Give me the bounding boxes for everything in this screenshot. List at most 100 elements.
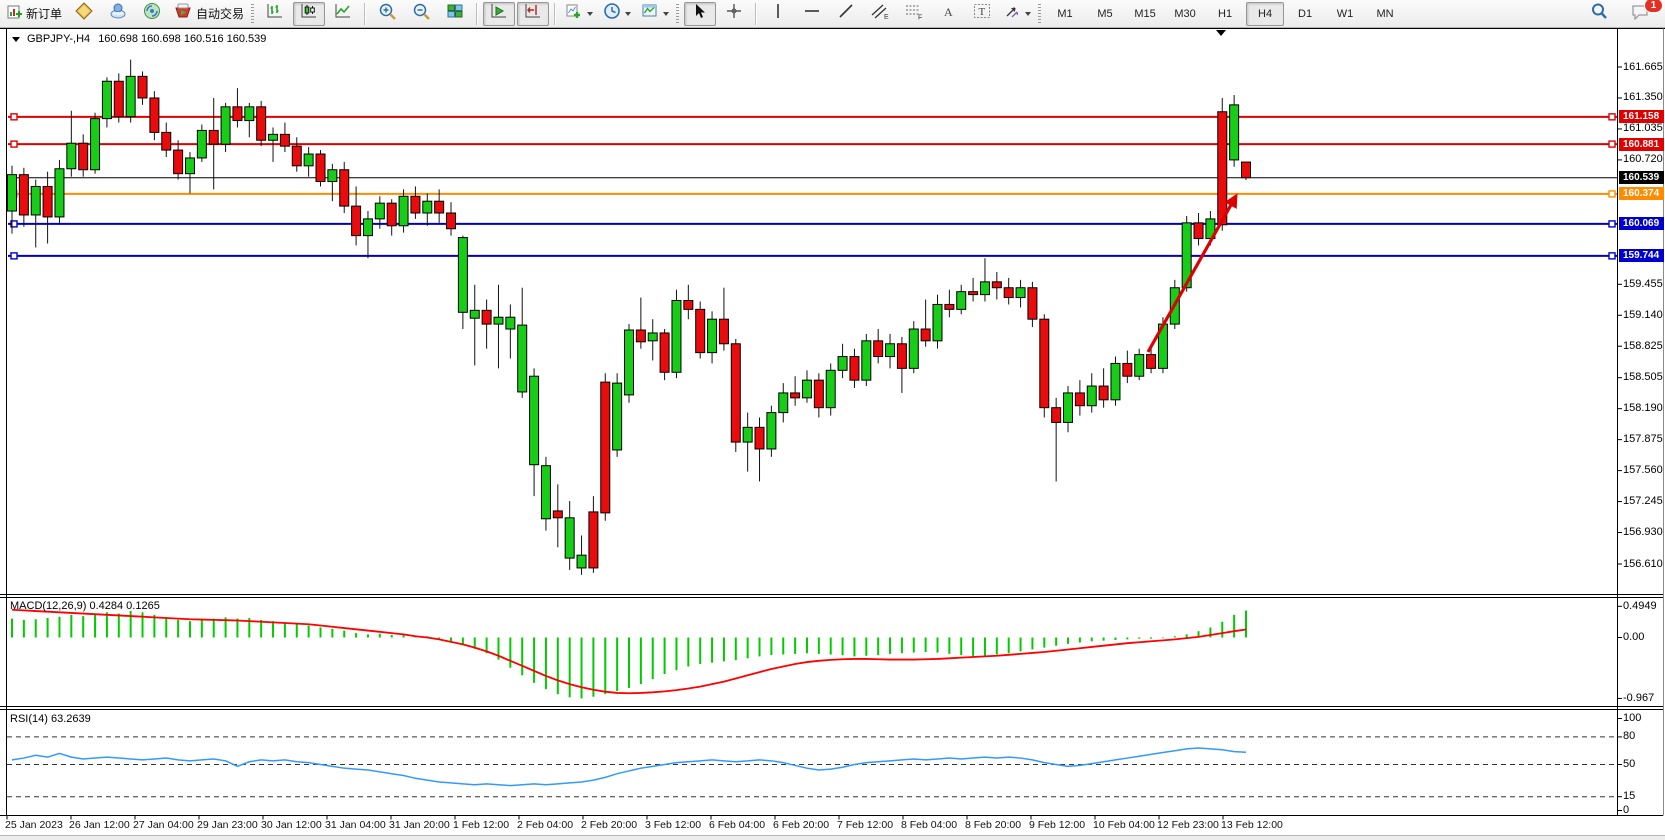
timeframe-button-H1[interactable]: H1: [1218, 7, 1233, 20]
line-anchor-handle[interactable]: [1608, 220, 1616, 228]
timeframe-button-M15[interactable]: M15: [1134, 7, 1156, 20]
line-chart-icon: [334, 2, 352, 25]
line-anchor-handle[interactable]: [10, 113, 18, 121]
candle-bear: [339, 169, 350, 207]
indicators-button[interactable]: [561, 2, 597, 26]
search-button[interactable]: [1583, 2, 1615, 26]
horizontal-line-button[interactable]: [796, 2, 828, 26]
candle-bear: [1039, 318, 1050, 409]
line-anchor-handle[interactable]: [10, 140, 18, 148]
tick-chart-button[interactable]: [68, 2, 100, 26]
time-axis-label: 7 Feb 12:00: [837, 819, 894, 831]
chart-symbol-period: GBPJPY-,H4: [27, 33, 91, 45]
candle-bear: [42, 185, 53, 218]
collapse-triangle-icon[interactable]: [12, 36, 20, 42]
price-tick-label: 161.350: [1623, 91, 1663, 104]
candle-bull: [327, 169, 338, 183]
candle-bull: [540, 465, 551, 520]
line-anchor-handle[interactable]: [10, 220, 18, 228]
candle-bear: [1146, 354, 1157, 369]
candle-bear: [232, 106, 243, 122]
chart-shift-button[interactable]: [517, 1, 550, 26]
line-anchor-handle[interactable]: [1608, 140, 1616, 148]
svg-text:T: T: [979, 6, 986, 18]
candle-bear: [149, 97, 160, 133]
zoom-out-button[interactable]: [405, 2, 437, 26]
templates-button[interactable]: [637, 2, 673, 26]
candlestick-chart-icon: [300, 2, 318, 25]
candle-bull: [861, 340, 872, 381]
depth-of-market-icon: [109, 2, 127, 25]
fibonacci-icon: F: [905, 3, 923, 25]
shapes-button[interactable]: [1000, 2, 1035, 26]
price-tick-label: 158.190: [1623, 402, 1663, 415]
line-anchor-handle[interactable]: [1608, 113, 1616, 121]
toolbar-separator: [476, 2, 479, 25]
time-axis-label: 1 Feb 12:00: [453, 819, 510, 831]
text-label-button[interactable]: T: [966, 2, 998, 26]
toolbar-grip[interactable]: [1038, 3, 1042, 24]
time-axis-label: 10 Feb 04:00: [1093, 819, 1155, 831]
trendline-button[interactable]: [830, 2, 862, 26]
auto-scroll-button[interactable]: [483, 1, 516, 26]
candle-bear: [754, 426, 765, 450]
text-label-icon: T: [973, 3, 991, 24]
toolbar-grip[interactable]: [676, 3, 680, 24]
tick-chart-icon: [75, 2, 93, 25]
timeframe-button-M5[interactable]: M5: [1097, 7, 1113, 20]
candlestick-chart-button[interactable]: [293, 1, 326, 26]
timeframe-button-D1[interactable]: D1: [1298, 7, 1313, 20]
timeframe-button-M1[interactable]: M1: [1057, 7, 1073, 20]
tile-windows-button[interactable]: [439, 2, 471, 26]
line-anchor-handle[interactable]: [1608, 190, 1616, 198]
svg-text:F: F: [918, 14, 922, 20]
candle-bull: [101, 80, 112, 120]
macd-label: MACD(12,26,9) 0.4284 0.1265: [10, 600, 160, 612]
text-button[interactable]: A: [932, 2, 964, 26]
auto-trading-label: 自动交易: [196, 7, 245, 21]
line-anchor-handle[interactable]: [1608, 252, 1616, 260]
candle-bull: [220, 106, 231, 145]
cursor-button[interactable]: [684, 1, 717, 26]
chat-button[interactable]: 1: [1624, 0, 1663, 26]
bar-chart-button[interactable]: [259, 2, 291, 26]
toolbar: 新订单 自动交易: [0, 0, 1665, 28]
periods-button[interactable]: [599, 2, 635, 26]
channel-button[interactable]: E: [864, 2, 896, 26]
trend-arrow[interactable]: [1146, 193, 1238, 353]
horizontal-level-lines[interactable]: [8, 113, 1617, 260]
candle-bear: [446, 212, 457, 230]
candle-bear: [659, 332, 670, 373]
price-tick-label: 160.720: [1623, 153, 1663, 166]
new-order-button[interactable]: 新订单: [3, 2, 66, 26]
line-chart-button[interactable]: [327, 2, 359, 26]
indicators-icon: [565, 2, 583, 25]
crosshair-button[interactable]: [718, 2, 750, 26]
fibonacci-button[interactable]: F: [898, 2, 930, 26]
zoom-in-button[interactable]: [371, 2, 403, 26]
timeframe-button-M30[interactable]: M30: [1174, 7, 1196, 20]
candle-bull: [801, 379, 812, 399]
depth-of-market-button[interactable]: [102, 2, 134, 26]
timeframe-button-W1[interactable]: W1: [1336, 7, 1354, 20]
vertical-line-button[interactable]: [762, 2, 794, 26]
auto-trading-button[interactable]: 自动交易: [170, 2, 248, 26]
periods-icon: [603, 2, 621, 25]
signals-button[interactable]: [136, 2, 168, 26]
candle-bear: [161, 131, 172, 151]
line-anchor-handle[interactable]: [10, 252, 18, 260]
signals-icon: [143, 2, 161, 25]
candle-bull: [244, 106, 255, 122]
candle-bull: [1015, 287, 1026, 299]
candle-bear: [481, 309, 492, 325]
arrow-annotation[interactable]: [1146, 193, 1238, 353]
toolbar-grip[interactable]: [251, 3, 255, 24]
timeframe-button-H4[interactable]: H4: [1246, 1, 1285, 26]
candle-bull: [825, 369, 836, 409]
candle-bull: [1110, 362, 1121, 401]
timeframe-button-MN[interactable]: MN: [1376, 7, 1394, 20]
candle-bear: [1217, 111, 1228, 226]
price-tick-label: 157.245: [1623, 495, 1663, 508]
chart-shift-marker-icon[interactable]: [1216, 30, 1226, 36]
chart-window[interactable]: [0, 28, 1665, 840]
